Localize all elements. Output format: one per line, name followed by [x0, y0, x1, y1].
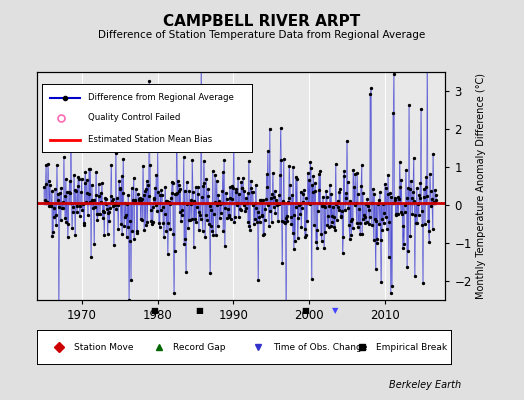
Text: Berkeley Earth: Berkeley Earth — [389, 380, 461, 390]
Text: Record Gap: Record Gap — [173, 342, 226, 352]
Text: Difference from Regional Average: Difference from Regional Average — [88, 93, 234, 102]
Y-axis label: Monthly Temperature Anomaly Difference (°C): Monthly Temperature Anomaly Difference (… — [476, 73, 486, 299]
Text: Quality Control Failed: Quality Control Failed — [88, 114, 180, 122]
Text: Time of Obs. Change: Time of Obs. Change — [272, 342, 367, 352]
Text: ■: ■ — [301, 306, 309, 315]
Text: CAMPBELL RIVER ARPT: CAMPBELL RIVER ARPT — [163, 14, 361, 29]
Text: Station Move: Station Move — [74, 342, 134, 352]
Text: ▼: ▼ — [332, 306, 339, 315]
Text: ■: ■ — [150, 306, 158, 315]
Text: Estimated Station Mean Bias: Estimated Station Mean Bias — [88, 135, 212, 144]
Text: Difference of Station Temperature Data from Regional Average: Difference of Station Temperature Data f… — [99, 30, 425, 40]
Text: Empirical Break: Empirical Break — [376, 342, 447, 352]
Text: ■: ■ — [195, 306, 203, 315]
